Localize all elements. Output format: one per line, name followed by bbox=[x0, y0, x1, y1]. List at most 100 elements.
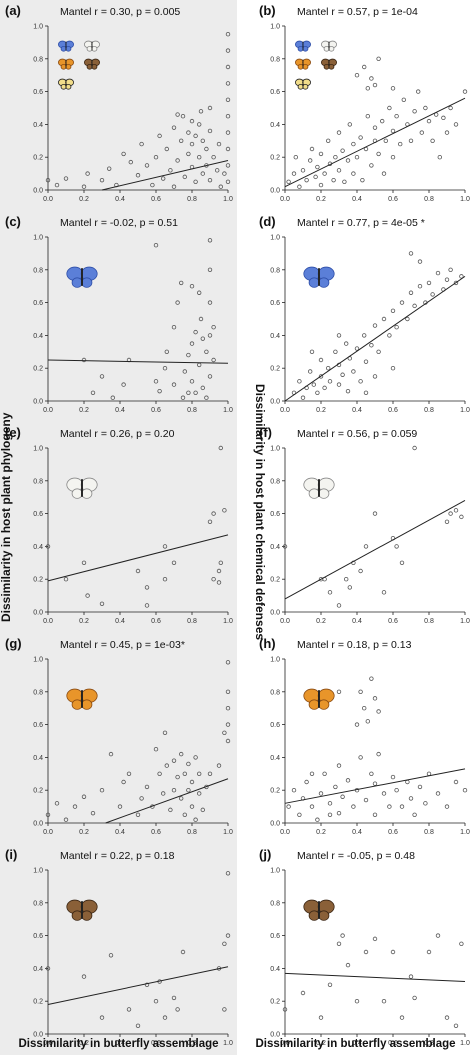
y-tick-label: 1.0 bbox=[33, 657, 43, 664]
data-point bbox=[390, 86, 396, 91]
data-point bbox=[372, 812, 378, 817]
x-tick-label: 0.4 bbox=[115, 618, 125, 625]
data-point bbox=[399, 804, 405, 809]
data-point bbox=[309, 349, 315, 354]
data-point bbox=[354, 346, 360, 351]
data-point bbox=[291, 787, 297, 793]
data-point bbox=[171, 560, 177, 565]
panel-f: (f) Mantel r = 0.56, p = 0.059 0.0 0.2 0.4 0.… bbox=[237, 422, 474, 633]
data-point bbox=[444, 804, 450, 809]
data-point bbox=[186, 130, 191, 135]
x-tick-label: 0.2 bbox=[79, 829, 89, 836]
y-tick-label: 0.0 bbox=[33, 399, 43, 406]
data-point bbox=[204, 146, 209, 152]
data-point bbox=[462, 89, 468, 94]
data-point bbox=[408, 796, 414, 801]
data-point bbox=[150, 182, 155, 188]
x-tick-label: 1.0 bbox=[460, 829, 470, 836]
y-tick-label: 0.0 bbox=[33, 188, 43, 195]
data-point bbox=[63, 817, 69, 822]
data-point bbox=[412, 995, 417, 1001]
data-point bbox=[444, 519, 450, 524]
x-tick-label: 0.0 bbox=[43, 829, 53, 836]
data-point bbox=[462, 787, 468, 793]
y-tick-label: 1.0 bbox=[33, 24, 43, 31]
x-tick-label: 0.0 bbox=[280, 618, 290, 625]
panel-label: (h) bbox=[259, 636, 276, 651]
brown-skipper-icon bbox=[321, 58, 337, 70]
regression-line bbox=[284, 275, 466, 402]
data-point bbox=[358, 379, 363, 384]
data-point bbox=[207, 519, 213, 524]
data-point bbox=[372, 374, 378, 379]
data-point bbox=[225, 660, 231, 665]
y-tick-label: 0.4 bbox=[33, 122, 43, 129]
data-point bbox=[453, 508, 459, 513]
data-point bbox=[189, 283, 195, 289]
data-point bbox=[178, 138, 184, 143]
data-point bbox=[171, 787, 177, 793]
data-point bbox=[360, 177, 365, 183]
data-point bbox=[225, 722, 231, 727]
data-point bbox=[408, 251, 414, 256]
data-point bbox=[81, 560, 87, 565]
data-point bbox=[343, 576, 349, 582]
y-tick-label: 0.6 bbox=[33, 89, 43, 96]
data-point bbox=[322, 771, 327, 776]
data-point bbox=[171, 184, 177, 189]
data-point bbox=[358, 135, 363, 140]
data-point bbox=[160, 176, 166, 181]
data-point bbox=[171, 125, 177, 130]
data-point bbox=[225, 97, 231, 102]
scatter-plot: 0.0 0.2 0.4 0.6 0.8 1.0 0.0 0.2 0.4 0.6 0.8 1.0 bbox=[33, 657, 233, 837]
data-point bbox=[168, 807, 173, 813]
orange-butterfly-icon bbox=[295, 58, 311, 70]
data-point bbox=[225, 48, 231, 53]
data-point bbox=[99, 601, 105, 606]
data-point bbox=[361, 705, 367, 711]
y-tick-label: 0.2 bbox=[270, 577, 280, 584]
data-point bbox=[336, 333, 342, 338]
data-point bbox=[175, 112, 180, 117]
data-point bbox=[361, 333, 367, 338]
data-point bbox=[135, 568, 141, 574]
data-point bbox=[399, 300, 405, 305]
data-point bbox=[106, 166, 112, 171]
x-tick-label: 1.0 bbox=[460, 618, 470, 625]
data-point bbox=[45, 177, 51, 183]
y-tick-label: 1.0 bbox=[270, 446, 280, 453]
regression-line bbox=[47, 359, 229, 364]
x-tick-label: 0.0 bbox=[43, 196, 53, 203]
panel-d: (d) Mantel r = 0.77, p = 4e-05 * 0.0 0.2 0.4… bbox=[237, 211, 474, 422]
x-tick-label: 0.2 bbox=[79, 407, 89, 414]
y-tick-label: 0.2 bbox=[270, 155, 280, 162]
data-point bbox=[300, 168, 306, 173]
panel-g: (g) Mantel r = 0.45, p = 1e-03* 0.0 0.2 0.4 0… bbox=[0, 633, 237, 844]
y-tick-label: 0.6 bbox=[270, 722, 280, 729]
x-tick-label: 0.4 bbox=[352, 196, 362, 203]
y-tick-label: 0.8 bbox=[270, 56, 280, 63]
y-axis-label-left: Dissimilarity in host plant phylogeny bbox=[0, 412, 13, 622]
data-point bbox=[453, 1023, 459, 1028]
y-tick-label: 1.0 bbox=[270, 235, 280, 242]
data-point bbox=[222, 730, 227, 735]
data-point bbox=[182, 812, 187, 817]
data-point bbox=[175, 1007, 180, 1012]
data-point bbox=[108, 953, 114, 958]
data-point bbox=[189, 341, 195, 346]
data-point bbox=[327, 590, 333, 595]
blue-butterfly-icon bbox=[66, 266, 98, 288]
x-tick-label: 1.0 bbox=[460, 1040, 470, 1047]
data-point bbox=[381, 171, 387, 176]
x-tick-label: 0.4 bbox=[115, 407, 125, 414]
x-tick-label: 0.2 bbox=[79, 618, 89, 625]
y-tick-label: 1.0 bbox=[33, 868, 43, 875]
data-point bbox=[322, 171, 327, 176]
data-point bbox=[336, 941, 342, 946]
x-tick-label: 0.0 bbox=[43, 407, 53, 414]
data-point bbox=[196, 154, 202, 160]
data-point bbox=[282, 1007, 288, 1012]
data-point bbox=[196, 791, 202, 796]
data-point bbox=[157, 771, 162, 776]
data-point bbox=[325, 365, 331, 371]
